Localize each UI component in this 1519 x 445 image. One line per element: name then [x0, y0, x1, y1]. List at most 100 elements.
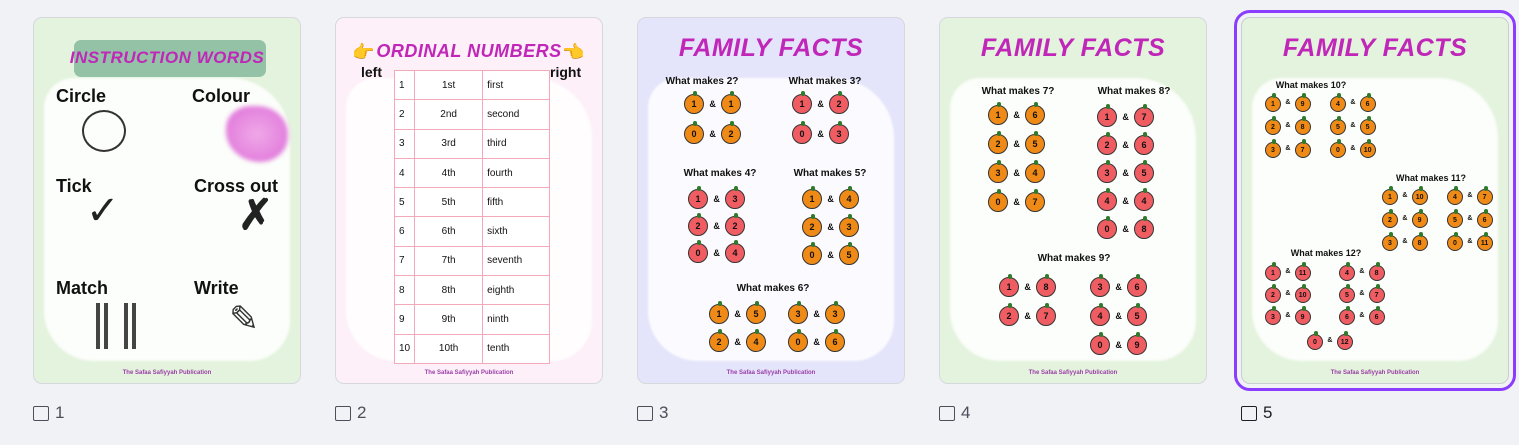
ordinal-table: 1 1st first 2 2nd second 3 3rd third 4 4th fourth 5 5…	[393, 69, 551, 364]
orange-icon: 6	[1359, 93, 1376, 112]
apple-icon: 2	[999, 303, 1019, 326]
group-heading: What makes 6?	[736, 283, 810, 294]
cross-icon: ✗	[238, 191, 274, 238]
ampersand: &	[1467, 238, 1473, 245]
apple-icon: 3	[1090, 274, 1110, 297]
group-heading: What makes 5?	[793, 168, 867, 179]
orange-icon: 9	[1294, 93, 1311, 112]
orange-icon: 2	[721, 121, 741, 144]
ampersand: &	[1115, 311, 1122, 321]
table-row: 2 2nd second	[393, 99, 551, 130]
apple-icon: 3	[1097, 160, 1117, 183]
apple-icon: 7	[1134, 104, 1154, 127]
ampersand: &	[713, 194, 720, 204]
resize-icon[interactable]	[33, 405, 49, 421]
ampersand: &	[1350, 145, 1356, 152]
word-cell: fifth	[482, 187, 551, 218]
ampersand: &	[827, 222, 834, 232]
orange-icon: 5	[1447, 209, 1463, 228]
ordinal-cell: 1st	[414, 69, 484, 101]
orange-icon: 10	[1359, 139, 1376, 158]
orange-icon: 0	[1330, 139, 1346, 158]
orange-icon: 8	[1411, 232, 1428, 251]
page-card[interactable]: INSTRUCTION WORDS Circle Colour Tick Cross o…	[33, 17, 301, 384]
page-title: ORDINAL NUMBERS	[376, 41, 562, 61]
apple-icon: 0	[1097, 216, 1117, 239]
resize-icon[interactable]	[335, 405, 351, 421]
apple-icon: 0	[1090, 332, 1110, 355]
orange-icon: 0	[988, 189, 1008, 212]
ampersand: &	[1122, 168, 1129, 178]
ordinal-cell: 9th	[414, 304, 484, 335]
title-banner	[74, 40, 266, 77]
orange-icon: 5	[1025, 131, 1045, 154]
apple-icon: 4	[725, 240, 745, 263]
ampersand: &	[1285, 268, 1291, 275]
group-heading: What makes 12?	[1290, 248, 1362, 258]
apple-icon: 0	[688, 240, 708, 263]
word-cell: sixth	[482, 216, 551, 247]
ampersand: &	[1359, 268, 1365, 275]
page-number-label[interactable]: 4	[939, 403, 970, 423]
page-number-label[interactable]: 5	[1241, 403, 1272, 423]
page-number: 3	[659, 403, 669, 422]
orange-icon: 5	[746, 301, 766, 324]
page-title: INSTRUCTION WORDS	[69, 48, 265, 67]
group-heading: What makes 3?	[788, 76, 862, 87]
table-row: 10 10th tenth	[393, 333, 551, 364]
ampersand: &	[1013, 139, 1020, 149]
resize-icon[interactable]	[1241, 405, 1257, 421]
ampersand: &	[1115, 340, 1122, 350]
ordinal-cell: 4th	[414, 157, 484, 189]
apple-icon: 2	[1265, 284, 1281, 303]
group-heading: What makes 10?	[1275, 80, 1347, 90]
apple-icon: 7	[1036, 303, 1056, 326]
orange-icon: 1	[988, 102, 1008, 125]
apple-icon: 1	[688, 186, 708, 209]
orange-icon: 4	[1025, 160, 1045, 183]
orange-icon: 5	[1359, 116, 1376, 135]
page-card[interactable]: FAMILY FACTS What makes 7? 1 6 & 2 5 & 3 4 & 0 7 & Wha…	[939, 17, 1207, 384]
orange-icon: 4	[746, 329, 766, 352]
word-cell: second	[482, 99, 551, 130]
page-number-label[interactable]: 1	[33, 403, 64, 423]
apple-icon: 4	[1090, 303, 1110, 326]
apple-icon: 5	[1127, 303, 1147, 326]
page-card[interactable]: ORDINAL NUMBERS 👉 👈 left right 1 1st first 2 2nd s…	[335, 17, 603, 384]
ampersand: &	[1350, 99, 1356, 106]
ordinal-cell: 5th	[414, 187, 484, 218]
table-row: 8 8th eighth	[393, 275, 551, 306]
page-number-label[interactable]: 2	[335, 403, 366, 423]
ampersand: &	[1359, 312, 1365, 319]
ordinal-cell: 3rd	[414, 128, 484, 159]
page-title: FAMILY FACTS	[1282, 34, 1468, 62]
ampersand: &	[734, 337, 741, 347]
page-card[interactable]: FAMILY FACTS What makes 2? 1 1 & 0 2 & What make…	[637, 17, 905, 384]
orange-icon: 3	[1382, 232, 1398, 251]
resize-icon[interactable]	[939, 405, 955, 421]
publisher-footer: The Safaa Safiyyah Publication	[1330, 370, 1420, 376]
orange-icon: 3	[988, 160, 1008, 183]
ampersand: &	[1327, 337, 1333, 344]
apple-icon: 6	[1339, 306, 1355, 325]
table-row: 7 7th seventh	[393, 245, 551, 277]
resize-icon[interactable]	[637, 405, 653, 421]
page-number-label[interactable]: 3	[637, 403, 668, 423]
ampersand: &	[713, 248, 720, 258]
group-heading: What makes 8?	[1097, 86, 1171, 97]
pen-icon: ✎	[229, 298, 260, 339]
orange-icon: 6	[825, 329, 845, 352]
apple-icon: 7	[1368, 284, 1385, 303]
apple-icon: 8	[1368, 262, 1385, 281]
orange-icon: 0	[684, 121, 704, 144]
orange-icon: 2	[1382, 209, 1398, 228]
orange-icon: 4	[1330, 93, 1346, 112]
orange-icon: 6	[1476, 209, 1493, 228]
ampersand: &	[813, 337, 820, 347]
publisher-footer: The Safaa Safiyyah Publication	[726, 370, 816, 376]
apple-icon: 10	[1294, 284, 1311, 303]
number-cell: 8	[393, 275, 416, 306]
number-cell: 7	[393, 245, 416, 277]
instruction-word: Circle	[56, 86, 107, 106]
page-card[interactable]: FAMILY FACTS What makes 10? 1 9 & 2 8 & 3 7 & 4 6 & 5 5…	[1234, 10, 1516, 391]
